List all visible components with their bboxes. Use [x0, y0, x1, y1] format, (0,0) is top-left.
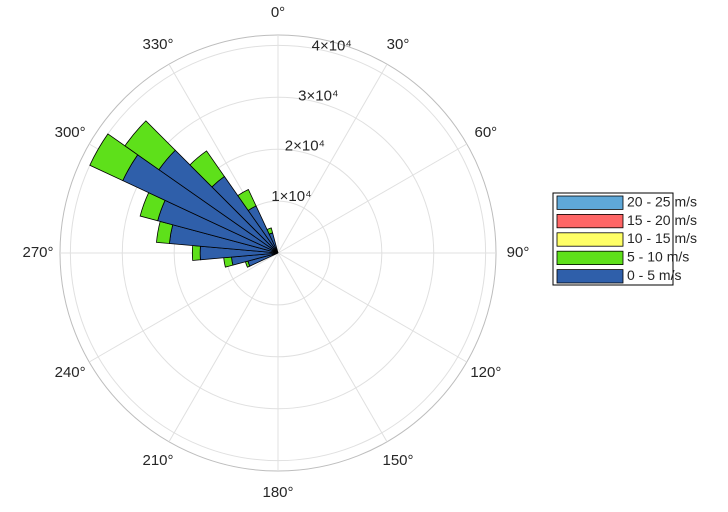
legend-label: 10 - 15 m/s — [627, 230, 697, 246]
theta-tick-label: 180° — [262, 484, 293, 501]
rose-segment — [191, 245, 201, 261]
theta-tick-label: 150° — [382, 452, 413, 469]
theta-tick-label: 210° — [142, 452, 173, 469]
r-tick-label: 4×10⁴ — [312, 37, 352, 54]
r-grid-circle — [69, 44, 487, 462]
legend-swatch — [556, 250, 624, 265]
theta-tick-label: 300° — [55, 124, 86, 141]
legend-label: 0 - 5 m/s — [627, 267, 681, 283]
r-tick-label: 1×10⁴ — [271, 188, 311, 205]
theta-tick-label: 90° — [507, 244, 530, 261]
theta-tick-label: 60° — [475, 124, 498, 141]
legend-swatch — [556, 195, 624, 210]
rose-segment — [124, 120, 176, 171]
rose-segment — [266, 227, 274, 235]
legend-label: 15 - 20 m/s — [627, 212, 697, 228]
legend-label: 20 - 25 m/s — [627, 193, 697, 209]
theta-grid-line — [277, 143, 468, 254]
legend-swatch — [556, 269, 624, 284]
rose-segment — [189, 150, 225, 188]
theta-tick-label: 30° — [387, 36, 410, 53]
theta-grid-line — [277, 252, 388, 443]
theta-tick-label: 330° — [142, 36, 173, 53]
theta-grid-line — [168, 252, 279, 443]
legend-swatch — [556, 213, 624, 229]
rose-segment — [237, 188, 257, 212]
theta-grid-line — [88, 252, 279, 363]
r-grid-circle — [121, 96, 435, 410]
r-tick-label: 3×10⁴ — [298, 88, 338, 105]
r-grid-circle — [173, 148, 383, 358]
theta-tick-label: 0° — [271, 4, 285, 21]
theta-tick-label: 240° — [55, 364, 86, 381]
theta-tick-label: 120° — [470, 364, 501, 381]
theta-grid-line — [277, 63, 388, 254]
theta-tick-label: 270° — [22, 244, 53, 261]
legend-label: 5 - 10 m/s — [627, 249, 689, 265]
r-tick-label: 2×10⁴ — [285, 138, 325, 155]
rose-segment — [223, 256, 234, 268]
theta-grid-line — [277, 252, 468, 363]
legend-swatch — [556, 232, 624, 247]
